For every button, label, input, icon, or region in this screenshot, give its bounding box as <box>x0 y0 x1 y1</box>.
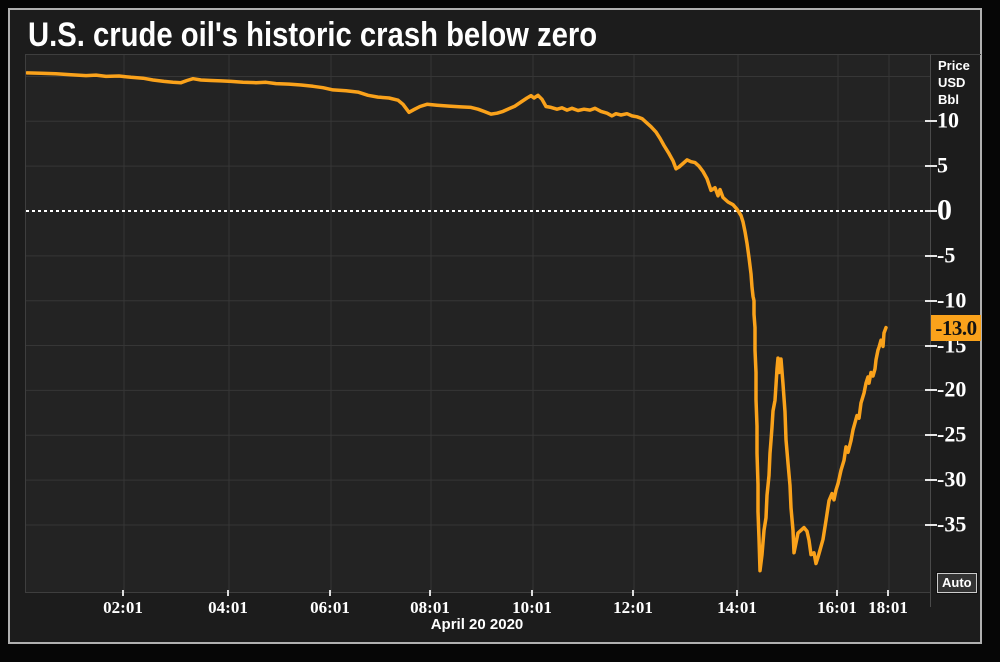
x-tick-label: 16:01 <box>817 598 857 617</box>
y-tick-mark <box>925 434 937 437</box>
y-tick-mark <box>925 299 937 302</box>
x-tick-mark <box>887 590 889 596</box>
axis-unit-line: USD <box>938 75 966 90</box>
axis-unit-line: Price <box>938 58 970 73</box>
plot-area[interactable] <box>25 54 931 593</box>
x-tick-label: 10:01 <box>512 598 552 617</box>
x-tick-label: 14:01 <box>717 598 757 617</box>
y-tick-mark <box>925 120 937 123</box>
y-tick-label: -25 <box>937 421 967 447</box>
y-tick-label: -5 <box>937 242 956 268</box>
x-tick-mark <box>632 590 634 596</box>
y-tick-mark <box>925 389 937 392</box>
price-line <box>26 71 888 573</box>
y-tick-mark <box>925 210 937 212</box>
axis-unit-line: Bbl <box>938 92 959 107</box>
y-tick-label: -35 <box>937 511 967 537</box>
y-tick-label: -10 <box>937 287 967 313</box>
x-tick-mark <box>836 590 838 596</box>
x-tick-label: 18:01 <box>868 598 908 617</box>
y-tick-mark <box>925 165 937 168</box>
y-tick-mark <box>925 523 937 526</box>
x-tick-mark <box>227 590 229 596</box>
y-tick-mark <box>925 254 937 257</box>
x-tick-mark <box>122 590 124 596</box>
x-tick-label: 12:01 <box>613 598 653 617</box>
y-tick-label: 10 <box>937 107 959 133</box>
x-tick-mark <box>329 590 331 596</box>
axis-unit-label: Price USD Bbl <box>938 57 970 108</box>
x-tick-mark <box>531 590 533 596</box>
y-tick-label: 0 <box>937 193 952 227</box>
chart-window: U.S. crude oil's historic crash below ze… <box>8 8 982 644</box>
x-tick-mark <box>429 590 431 596</box>
x-tick-label: 06:01 <box>310 598 350 617</box>
chart-title: U.S. crude oil's historic crash below ze… <box>28 16 598 54</box>
y-tick-label: -20 <box>937 376 967 402</box>
y-tick-mark <box>925 344 937 347</box>
date-label: April 20 2020 <box>430 616 524 633</box>
x-tick-label: 02:01 <box>103 598 143 617</box>
price-axis[interactable]: Price USD Bbl 10 5 0 -5 -10 -15 -20 -25 -30 -35 -… <box>925 54 981 607</box>
y-tick-label: -30 <box>937 466 967 492</box>
y-tick-mark <box>925 479 937 482</box>
last-price-tag: -13.0 <box>931 314 981 341</box>
price-chart-canvas <box>26 55 931 592</box>
y-tick-label: 5 <box>937 152 948 178</box>
x-tick-label: 04:01 <box>208 598 248 617</box>
x-tick-label: 08:01 <box>410 598 450 617</box>
auto-scale-button[interactable]: Auto <box>937 573 977 593</box>
x-tick-mark <box>736 590 738 596</box>
